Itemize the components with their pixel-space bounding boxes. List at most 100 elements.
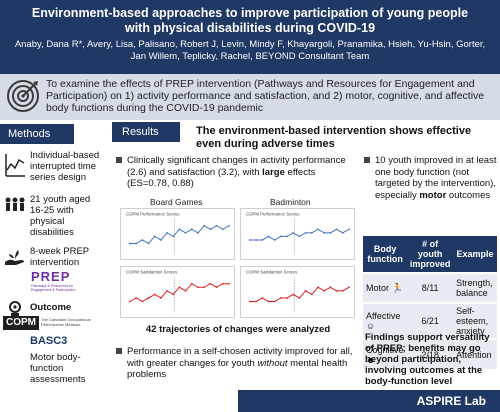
data-point [135, 297, 137, 299]
bullet-body-function: 10 youth improved in at least one body f… [364, 155, 498, 201]
data-point [228, 282, 230, 285]
poster-header: Environment-based approaches to improve … [0, 0, 500, 74]
methods-tab: Methods [0, 124, 74, 144]
count-cognitive: 2/18 [407, 338, 454, 369]
poster-title: Environment-based approaches to improve … [31, 6, 469, 35]
data-point [190, 282, 193, 285]
example-cognitive: Attention [453, 338, 497, 369]
findings-text: Findings support versatility of PREP; be… [365, 332, 490, 387]
col-body-function: Body function [363, 236, 408, 273]
data-point [286, 297, 288, 299]
data-point [298, 297, 301, 299]
data-point [304, 231, 307, 234]
chart-title-board-games: Board Games [150, 197, 203, 207]
badminton-satisfaction-chart: COPM Satisfaction Scores [240, 266, 355, 318]
data-point [197, 286, 199, 289]
objective-band: To examine the effects of PREP intervent… [0, 74, 500, 120]
table-row: Affective ☺ 6/21 Self-esteem, anxiety [363, 302, 497, 339]
method-motor-assessments: Motor body-function assessments [30, 352, 86, 385]
objective-text: To examine the effects of PREP intervent… [46, 78, 485, 114]
data-point [341, 289, 344, 292]
data-point [273, 300, 276, 303]
copm-logo: COPM The Canadian Occupational Performan… [3, 316, 101, 330]
data-point [184, 231, 187, 234]
data-point [129, 300, 131, 303]
data-point [221, 228, 224, 231]
data-point [153, 235, 156, 238]
data-point [348, 228, 350, 231]
series-line [249, 286, 350, 303]
count-affective: 6/21 [407, 302, 454, 339]
basc3-logo: BASC3 [30, 335, 68, 347]
data-point [292, 293, 295, 296]
data-point [197, 231, 199, 234]
trajectories-note: 42 trajectories of changes were analyzed [145, 324, 331, 335]
data-point [298, 235, 301, 238]
footer-bar: ASPIRE Lab [238, 390, 500, 412]
data-point [159, 297, 162, 299]
method-participants: 21 youth aged 16-25 with physical disabi… [30, 194, 91, 238]
data-point [221, 282, 224, 285]
bullet-clinical-changes: Clinically significant changes in activi… [116, 155, 356, 190]
data-point [147, 242, 150, 245]
line-chart-icon [5, 154, 25, 177]
data-point [267, 300, 270, 303]
data-point [310, 231, 313, 234]
running-person-icon: 🏃 [391, 283, 403, 293]
data-point [341, 231, 344, 234]
smiley-face-icon: ☺ [366, 321, 376, 331]
method-intervention: 8-week PREP intervention [30, 246, 89, 268]
people-group-icon [5, 197, 25, 211]
data-point [348, 286, 350, 289]
data-point [166, 289, 168, 292]
brain-head-icon: ☻ [366, 354, 376, 365]
col-example: Example [453, 236, 497, 273]
data-point [178, 228, 181, 231]
data-point [335, 289, 338, 292]
data-point [172, 235, 175, 238]
data-point [135, 242, 137, 245]
series-line [129, 225, 230, 245]
series-line [129, 283, 229, 303]
chart-small-title: COPM Performance Scores [246, 212, 299, 217]
data-point [267, 235, 270, 238]
data-point [129, 242, 131, 245]
data-point [255, 239, 257, 241]
data-point [261, 239, 264, 241]
data-point [335, 228, 338, 231]
example-affective: Self-esteem, anxiety [453, 302, 497, 339]
data-point [323, 231, 326, 234]
series-line [249, 228, 350, 241]
badminton-performance-chart: COPM Performance Scores [240, 208, 355, 260]
chart-small-title: COPM Satisfaction Scores [126, 270, 177, 275]
data-point [304, 289, 307, 292]
data-point [249, 239, 251, 241]
data-point [209, 228, 212, 231]
target-icon [7, 80, 39, 112]
data-point [159, 239, 162, 241]
prep-logo: PREP Pathways & Resources for Engagement… [31, 269, 77, 294]
data-point [317, 228, 319, 231]
body-function-table: Body function # of youth improved Exampl… [363, 236, 497, 369]
data-point [323, 289, 326, 292]
method-outcome: Outcome [30, 302, 72, 313]
data-point [261, 297, 264, 299]
data-point [153, 293, 156, 296]
data-point [184, 289, 187, 292]
method-design: Individual-based interrupted time series… [30, 150, 100, 183]
data-point [209, 282, 212, 285]
data-point [166, 231, 168, 234]
row-name-affective: Affective [366, 311, 401, 321]
col-youth-improved: # of youth improved [407, 236, 454, 273]
trophy-icon [9, 301, 21, 317]
data-point [279, 297, 282, 299]
data-point [292, 231, 295, 234]
table-row: Motor 🏃 8/11 Strength, balance [363, 272, 497, 303]
data-point [203, 286, 206, 289]
data-point [141, 300, 144, 303]
row-name-cognitive: Cognitive [366, 344, 404, 355]
chart-title-badminton: Badminton [270, 197, 311, 207]
bullet-self-chosen-activity: Performance in a self-chosen activity im… [116, 346, 356, 381]
data-point [228, 224, 230, 227]
data-point [141, 239, 144, 241]
